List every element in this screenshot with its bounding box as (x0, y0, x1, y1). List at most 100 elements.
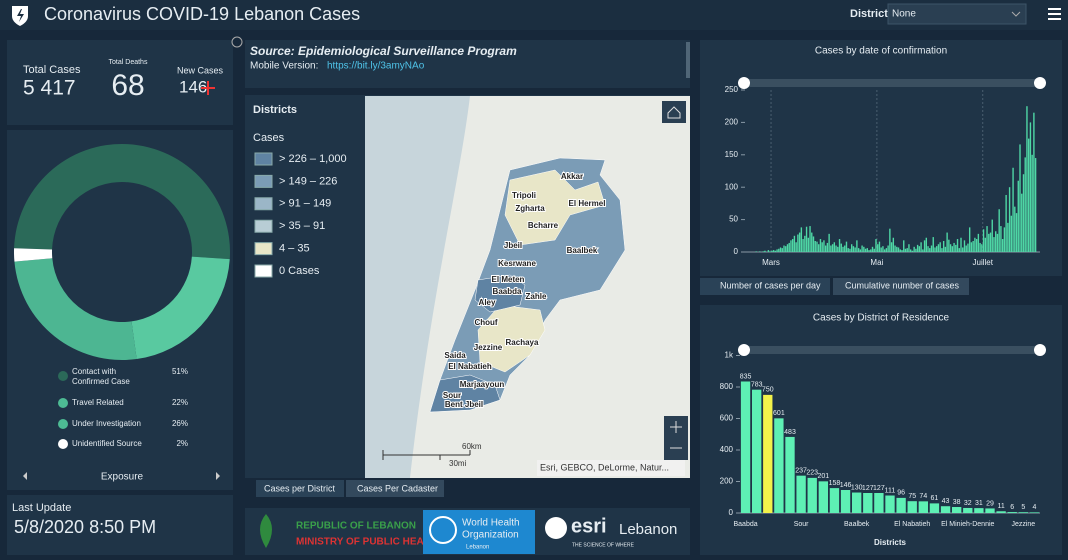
legend-label: > 91 – 149 (279, 198, 331, 210)
y-tick-label: 0 (734, 247, 739, 256)
legend-swatch (254, 219, 273, 233)
value-label: 38 (953, 499, 961, 506)
bar (955, 244, 957, 252)
bar (812, 236, 815, 252)
bar (798, 232, 801, 252)
legend-label: Unidentified Source (72, 439, 142, 448)
value-label: 5 (1021, 504, 1025, 511)
daily-tab[interactable] (833, 278, 969, 295)
bar (1001, 239, 1004, 252)
bar (1005, 194, 1007, 252)
bar (856, 240, 858, 252)
bar (1000, 226, 1002, 252)
bar (874, 492, 884, 513)
bar (811, 232, 813, 252)
legend-label: Under Investigation (72, 419, 141, 428)
value-label: 130 (851, 484, 863, 491)
bar (821, 242, 823, 252)
menu-icon[interactable] (1048, 8, 1061, 20)
value-label: 237 (795, 468, 807, 475)
bar (785, 436, 795, 513)
map-district-north (504, 169, 606, 246)
bar (882, 246, 884, 252)
legend-value: 22% (172, 398, 188, 407)
y-tick-label: 800 (720, 382, 734, 391)
bar (791, 239, 794, 252)
bar (800, 227, 803, 252)
filter-select[interactable] (887, 3, 1027, 25)
exposure-footer: Exposure (101, 472, 144, 483)
next-arrow[interactable] (216, 472, 220, 480)
bar (956, 239, 959, 252)
prev-arrow[interactable] (23, 472, 27, 480)
bar (918, 501, 928, 513)
map-label: Kesrwane (498, 259, 536, 268)
scale-mi: 30mi (449, 459, 467, 468)
bar (778, 248, 780, 252)
esri-globe (545, 517, 567, 539)
legend-swatch (254, 264, 273, 278)
home-icon (667, 106, 681, 119)
map-label: Aley (479, 298, 496, 307)
bar (868, 250, 870, 252)
bar (790, 240, 792, 252)
bar (863, 246, 865, 252)
bar (939, 242, 941, 252)
legend-value: 2% (176, 439, 188, 448)
update-label: Last Update (12, 502, 71, 514)
bar (1019, 144, 1021, 252)
daily-tab-active[interactable] (700, 278, 830, 295)
x-tick-label: Sour (794, 521, 809, 528)
bar (901, 250, 903, 252)
home-button[interactable] (662, 101, 686, 123)
value-label: 75 (908, 493, 916, 500)
bar (740, 381, 751, 513)
map-label: Zahle (526, 292, 547, 301)
expand-icon[interactable] (231, 36, 243, 48)
bar (996, 511, 1006, 513)
zoom-icons (670, 421, 682, 449)
moph-text: REPUBLIC OF LEBANON (296, 521, 416, 532)
bar (907, 501, 917, 513)
bar (982, 229, 985, 252)
bar (889, 228, 891, 252)
slider[interactable] (738, 77, 1046, 89)
bar (818, 481, 828, 513)
map-label: Chouf (474, 318, 497, 327)
total-deaths-label: Total Deaths (109, 59, 148, 66)
x-tick-label: El Nabatieh (894, 521, 930, 528)
bar (975, 239, 978, 252)
bar (951, 246, 954, 252)
new-cases-label: New Cases (177, 65, 224, 75)
total-deaths: 68 (111, 69, 144, 102)
source-panel (245, 40, 690, 88)
map-tab-active[interactable] (256, 480, 344, 497)
map-district-baabda (474, 274, 526, 313)
bar (967, 243, 969, 252)
bar (859, 249, 862, 252)
mobile-link[interactable]: https://bit.ly/3amyNAo (327, 61, 425, 72)
slider[interactable] (738, 344, 1046, 356)
map-tab[interactable] (346, 480, 444, 497)
donut-slice (14, 144, 230, 260)
bar (788, 242, 790, 252)
bar (922, 249, 924, 252)
bar (847, 248, 849, 252)
y-tick-label: 200 (720, 477, 734, 486)
bar (857, 248, 860, 252)
bar (932, 237, 934, 252)
bar (963, 240, 966, 252)
bar (850, 244, 853, 252)
legend-label: 4 – 35 (279, 243, 310, 255)
bar (776, 249, 778, 252)
y-tick-label: 100 (725, 182, 739, 191)
bar (972, 240, 974, 252)
map-sea (365, 96, 470, 478)
bar (1029, 122, 1032, 253)
cedar-icon (260, 514, 272, 548)
bar (989, 232, 992, 252)
bar (793, 235, 796, 252)
bar (998, 209, 1000, 252)
bar (752, 389, 762, 513)
